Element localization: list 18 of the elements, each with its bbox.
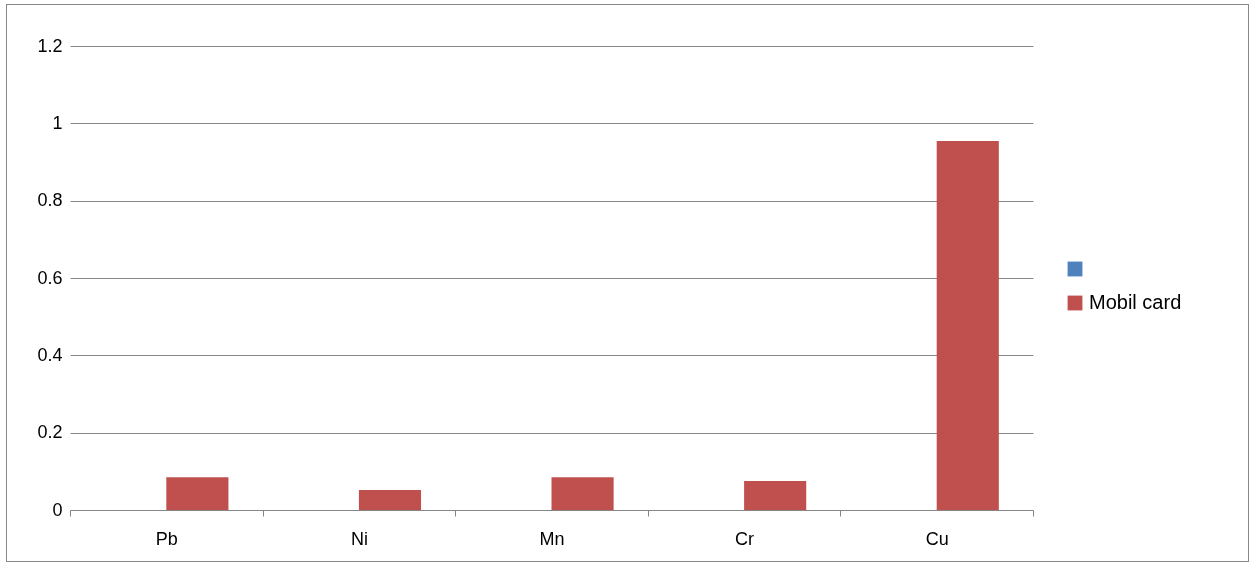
bar xyxy=(551,477,614,510)
bar xyxy=(166,477,229,510)
x-tick-label: Ni xyxy=(350,528,368,549)
x-tick-label: Cu xyxy=(925,528,949,549)
legend-label: Mobil card xyxy=(1089,291,1182,313)
y-tick-label: 0.6 xyxy=(37,267,63,288)
y-tick-label: 1.2 xyxy=(37,35,63,56)
y-tick-label: 0.8 xyxy=(37,190,63,211)
y-tick-label: 0.4 xyxy=(37,344,63,365)
y-tick-label: 0 xyxy=(52,499,63,520)
x-tick-label: Pb xyxy=(155,528,178,549)
x-tick-label: Mn xyxy=(539,528,565,549)
y-tick-label: 1 xyxy=(52,112,63,133)
bar xyxy=(936,141,999,510)
bar xyxy=(744,481,807,510)
x-tick-label: Cr xyxy=(735,528,755,549)
bar xyxy=(358,489,422,510)
y-tick-label: 0.2 xyxy=(37,422,63,443)
